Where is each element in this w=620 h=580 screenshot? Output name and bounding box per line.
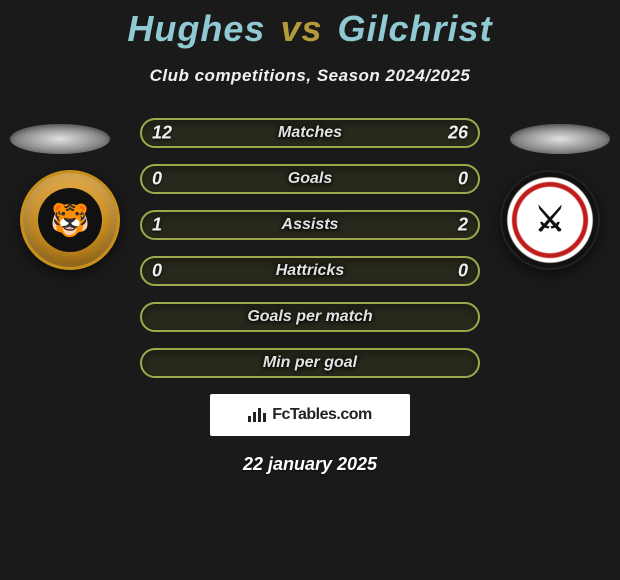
stat-row-hattricks: 0 Hattricks 0: [140, 256, 480, 286]
stat-right-value: 0: [458, 261, 468, 282]
stat-label: Hattricks: [276, 262, 344, 280]
comparison-stage: 🐯 ⚔ 12 Matches 26 0 Goals 0 1 Assists 2 …: [0, 110, 620, 460]
stat-right-value: 2: [458, 215, 468, 236]
stat-row-assists: 1 Assists 2: [140, 210, 480, 240]
subtitle: Club competitions, Season 2024/2025: [0, 66, 620, 86]
stat-right-value: 26: [448, 123, 468, 144]
fctables-logo: FcTables.com: [210, 394, 410, 436]
stat-label: Min per goal: [263, 354, 357, 372]
bar-chart-icon: [248, 408, 266, 422]
stat-right-value: 0: [458, 169, 468, 190]
stat-label: Goals: [288, 170, 332, 188]
tiger-icon: 🐯: [38, 188, 102, 252]
player2-name: Gilchrist: [338, 8, 493, 49]
team-crest-left: 🐯: [20, 170, 120, 270]
stat-row-min-per-goal: Min per goal: [140, 348, 480, 378]
stat-row-matches: 12 Matches 26: [140, 118, 480, 148]
brand-text: FcTables.com: [272, 406, 372, 424]
player1-name: Hughes: [127, 8, 265, 49]
stat-bars: 12 Matches 26 0 Goals 0 1 Assists 2 0 Ha…: [140, 118, 480, 475]
stat-row-goals-per-match: Goals per match: [140, 302, 480, 332]
stat-left-value: 0: [152, 169, 162, 190]
stat-left-value: 12: [152, 123, 172, 144]
spotlight-right: [510, 124, 610, 154]
vs-label: vs: [280, 8, 322, 49]
team-crest-right: ⚔: [500, 170, 600, 270]
stat-left-value: 0: [152, 261, 162, 282]
crossed-swords-icon: ⚔: [535, 200, 565, 240]
comparison-title: Hughes vs Gilchrist: [0, 0, 620, 50]
stat-row-goals: 0 Goals 0: [140, 164, 480, 194]
stat-label: Assists: [282, 216, 339, 234]
stat-label: Matches: [278, 124, 342, 142]
stat-left-value: 1: [152, 215, 162, 236]
stat-label: Goals per match: [247, 308, 372, 326]
spotlight-left: [10, 124, 110, 154]
snapshot-date: 22 january 2025: [140, 454, 480, 475]
